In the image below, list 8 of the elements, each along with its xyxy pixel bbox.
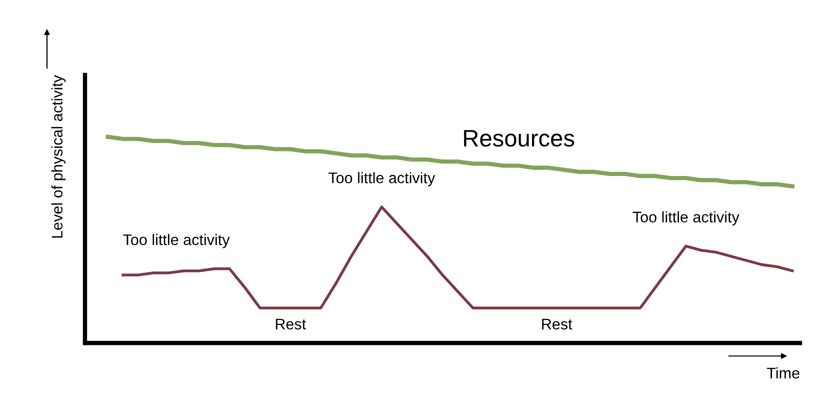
x-axis-title: Time [766, 367, 800, 379]
annotation: Rest [276, 318, 306, 330]
annotation: Rest [542, 318, 572, 330]
annotation: Too little activity [632, 211, 740, 226]
annotation: Too little activity [328, 172, 436, 186]
annotation: Too little activity [123, 234, 230, 248]
series-label: Resources [464, 130, 574, 147]
y-axis-title: Level of physical activity [51, 75, 66, 238]
